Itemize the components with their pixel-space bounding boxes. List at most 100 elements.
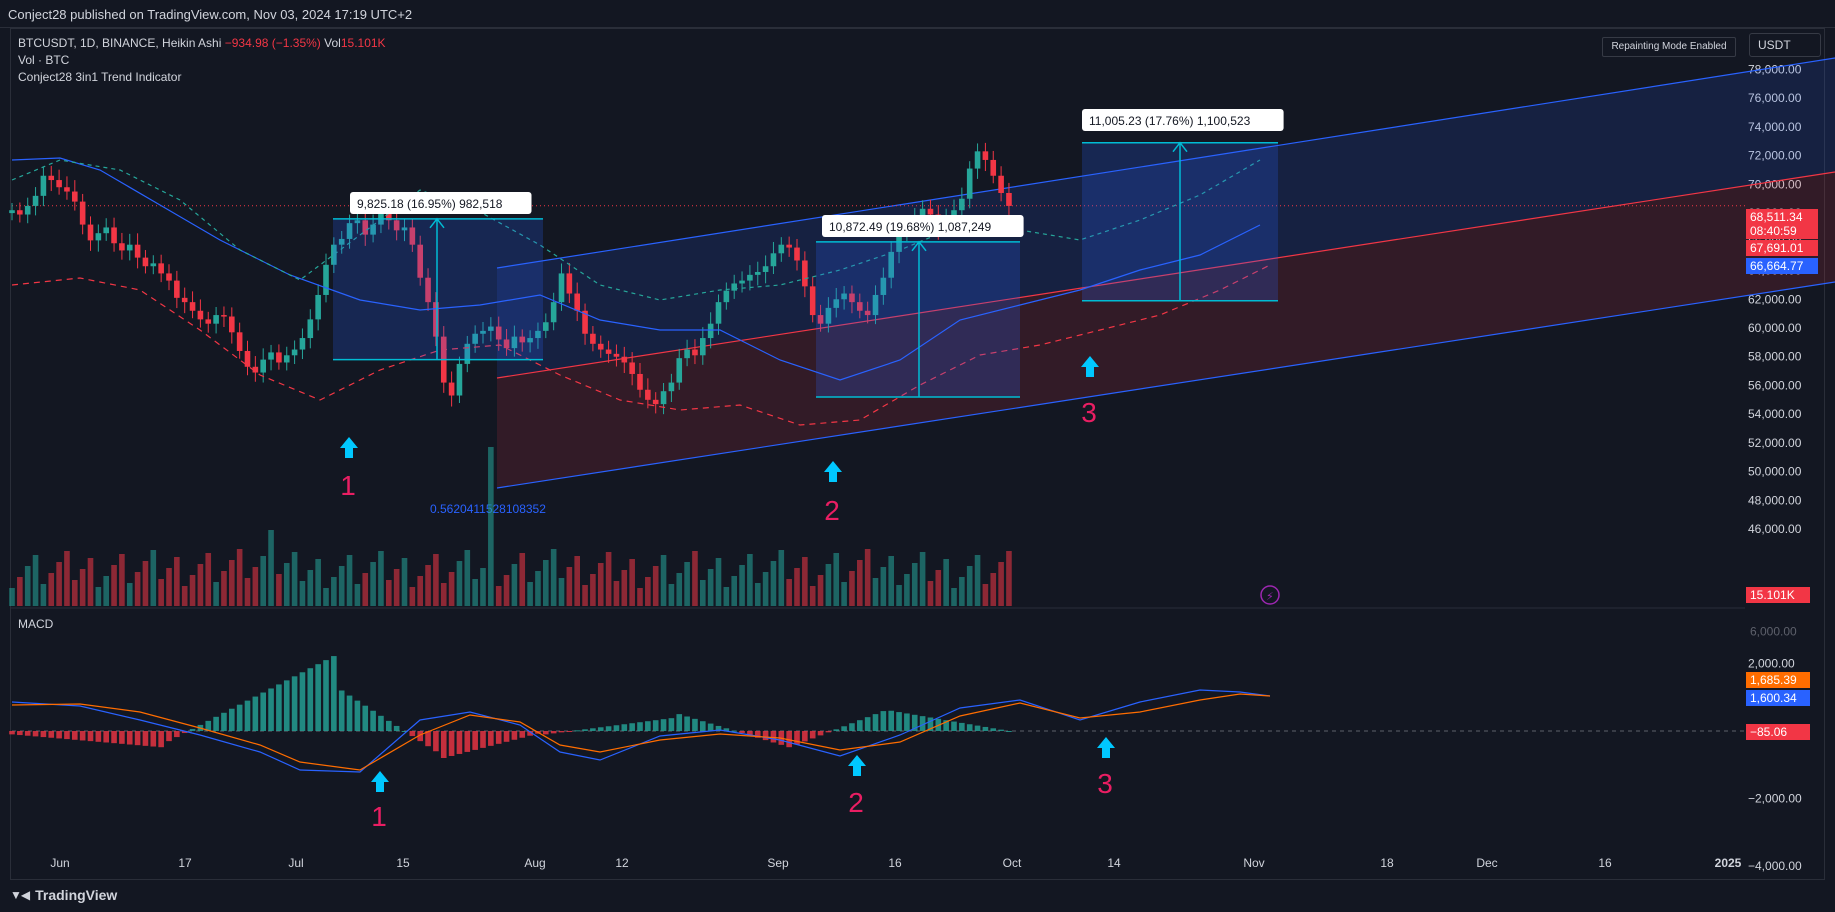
signal-marker: 1 [340,470,356,501]
legend-indicator-row[interactable]: Conject28 3in1 Trend Indicator [18,70,182,84]
candle-body [809,286,816,316]
macd-histogram-bar [276,684,282,731]
price-badge: 08:40:59 [1750,224,1797,238]
macd-histogram-bar [511,731,518,740]
signal-marker: 2 [824,495,840,526]
channel-lower-line [496,281,1835,489]
candle-body [126,244,133,251]
volume-bar [582,585,588,606]
candle-body [778,244,785,254]
volume-bar [605,552,612,606]
tradingview-logo[interactable]: ▼◀ TradingView [10,887,117,903]
measure-box [816,241,1020,397]
candle-body [213,315,219,324]
macd-histogram-bar [558,731,565,733]
macd-histogram-bar [205,720,212,731]
price-tick: 56,000.00 [1748,378,1802,392]
ma-blue [11,157,1261,381]
legend-volume-row[interactable]: Vol · BTC [18,53,70,67]
macd-histogram-bar [488,731,494,746]
candle-body [857,302,863,311]
volume-bar [174,557,180,606]
volume-bar [802,557,808,606]
candle-body [645,389,651,400]
volume-bar [982,584,989,606]
macd-badge-bg [1746,724,1810,740]
macd-histogram-bar [126,731,133,745]
candle-body [723,290,730,303]
symbol-label[interactable]: BTCUSDT, 1D, BINANCE, Heikin Ashi [18,36,222,50]
price-tick: 70,000.00 [1748,177,1802,191]
candle-body [951,210,957,219]
macd-histogram-bar [32,731,39,737]
volume-bar [40,584,47,606]
macd-histogram-bar [621,724,628,731]
candle-body [668,382,675,392]
volume-bar [723,587,730,606]
macd-histogram-bar [692,718,698,731]
volume-bar [276,574,282,606]
candle-body [197,310,204,320]
volume-bar [79,569,86,606]
macd-histogram-bar [417,731,423,742]
macd-histogram-bar [236,704,243,731]
volume-bar [778,550,785,606]
macd-histogram-bar [111,731,117,744]
volume-bar [9,588,15,606]
candle-body [393,220,400,231]
macd-histogram-bar [974,725,981,731]
macd-histogram-bar [134,731,141,746]
brand-label: TradingView [35,887,118,903]
volume-bar [236,549,243,606]
candle-body [715,302,722,324]
x-tick-label: Nov [1243,856,1264,870]
volume-bar [229,560,235,606]
price-tick: 72,000.00 [1748,149,1802,163]
macd-histogram-bar [817,731,824,736]
price-badge-bg [1746,240,1818,256]
volume-bar [440,583,447,606]
macd-histogram-bar [519,731,526,738]
macd-histogram-bar [857,720,863,731]
macd-histogram-bar [331,656,337,731]
currency-selector[interactable]: USDT [1749,33,1821,57]
candle-body [386,213,392,221]
candle-body [849,293,855,303]
volume-badge: 15.101K [1750,588,1795,602]
candle-body [9,210,15,214]
macd-histogram-bar [919,716,926,731]
candle-body [558,273,565,303]
macd-signal-marker: 2 [848,787,864,818]
volume-bar [700,580,706,606]
volume-bar [221,571,227,606]
ma-red-dashed [11,264,1271,426]
macd-histogram-bar [770,731,777,743]
volume-bar [331,577,337,606]
measure-label: 9,825.18 (16.95%) 982,518 [357,197,503,211]
macd-legend[interactable]: MACD [18,617,54,631]
x-tick-label: 16 [1598,856,1612,870]
macd-histogram-bar [700,721,706,731]
price-tick: 60,000.00 [1748,321,1802,335]
candle-body [119,243,125,251]
candle-body [315,294,321,320]
candle-body [260,359,266,373]
candle-body [762,266,769,272]
macd-histogram-bar [888,710,894,731]
candle-body [409,227,416,245]
macd-tick: 2,000.00 [1748,657,1795,671]
volume-bar [817,575,824,606]
tv-logo-icon: ▼◀ [10,888,30,902]
volume-bar [488,447,494,606]
channel-upper-fill [497,58,1835,378]
volume-bar [574,556,580,606]
up-arrow-icon [371,771,389,792]
volume-bar [1006,551,1012,606]
candle-body [786,244,792,248]
macd-histogram-bar [723,728,730,731]
candle-body [276,352,282,363]
macd-histogram-bar [904,713,910,731]
volume-bar [72,580,78,606]
macd-histogram-bar [393,725,400,731]
